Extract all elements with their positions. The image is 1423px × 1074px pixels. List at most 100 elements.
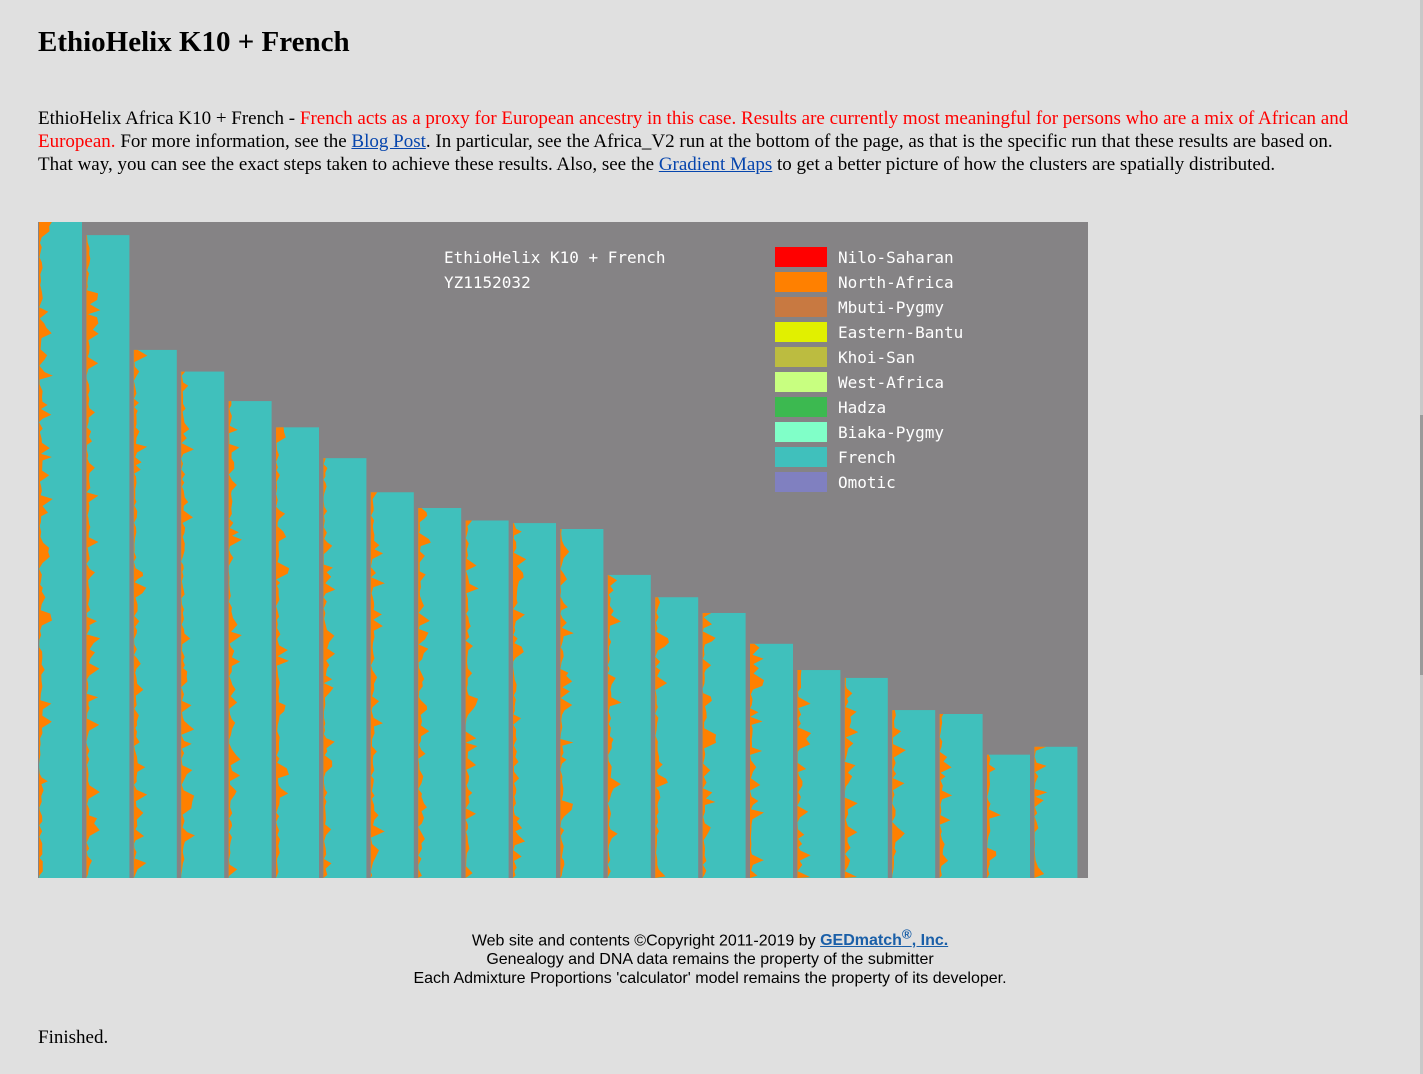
legend-swatch [775,397,827,417]
ancestry-segment [702,612,717,878]
chart-subtitle: YZ1152032 [444,273,531,292]
chromosome-column [560,529,604,878]
scrollbar-thumb[interactable] [1420,415,1423,675]
chromosome-bar [892,710,936,878]
chromosome-bar [513,523,556,878]
ancestry-segment [418,508,431,878]
legend-label: Hadza [838,398,886,417]
intro-text-3: . In particular, see the Africa_V2 run a… [38,131,1333,175]
ancestry-segment [86,235,101,878]
ancestry-segment [750,643,764,878]
chromosome-column [181,371,225,878]
chromosome-column [370,492,414,878]
ancestry-segment [560,529,574,878]
legend-swatch [775,297,827,317]
ancestry-segment [939,714,953,878]
chromosome-column [39,222,82,878]
chromosome-column [892,710,936,878]
status-finished: Finished. [38,1027,109,1048]
ancestry-segment [323,458,336,878]
intro-text-4: to get a better picture of how the clust… [772,154,1276,175]
ancestry-segment [133,349,148,878]
chromosome-column [607,574,651,878]
legend-swatch [775,372,827,392]
legend-swatch [775,322,827,342]
chromosome-column [750,643,793,878]
legend-swatch [775,247,827,267]
gedmatch-link[interactable]: GEDmatch®, Inc. [820,927,949,950]
ancestry-segment [39,222,53,878]
chromosome-column [987,754,1030,878]
copyright-text: Web site and contents ©Copyright 2011-20… [471,932,821,950]
legend-label: Biaka-Pygmy [838,423,944,442]
chromosome-bar [370,492,414,878]
legend-label: Omotic [838,473,896,492]
chart-legend: Nilo-Saharan North-Africa Mbuti-Pygmy Easte… [775,247,963,492]
ancestry-segment [370,492,385,878]
legend-label: Eastern-Bantu [838,323,963,342]
chromosome-column [228,401,272,878]
chromosome-bar [228,401,272,878]
ancestry-segment [892,710,906,878]
intro-highlight: French acts as a proxy for European ance… [38,108,1349,152]
chromosome-bar [86,235,130,878]
chromosome-column [86,235,130,878]
ancestry-segment [607,574,622,878]
gradient-maps-link[interactable]: Gradient Maps [658,154,773,175]
chromosome-column [655,597,699,878]
legend-label: West-Africa [838,373,944,392]
intro-paragraph: EthioHelix Africa K10 + French - French … [38,107,1368,176]
chart-title: EthioHelix K10 + French [444,248,666,267]
legend-swatch [775,422,827,442]
blog-post-link[interactable]: Blog Post [351,131,426,152]
chromosome-bar [418,508,462,878]
legend-label: Khoi-San [838,348,915,367]
ancestry-segment [987,754,1001,878]
chromosome-column [276,427,319,878]
legend-label: Mbuti-Pygmy [838,298,944,317]
page-title: EthioHelix K10 + French [38,26,350,58]
data-ownership-line: Genealogy and DNA data remains the prope… [486,951,934,969]
intro-text-2: For more information, see the [115,131,352,152]
gedmatch-suffix: , Inc. [911,932,949,950]
ancestry-segment [844,677,859,878]
ancestry-segment [513,523,527,878]
legend-label: French [838,448,896,467]
chromosome-bar [133,349,177,878]
ancestry-segment [181,371,195,878]
vertical-scrollbar[interactable] [1420,0,1423,1074]
chromosome-column [465,520,509,878]
ancestry-segment [276,427,290,878]
chromosome-column [133,349,177,878]
chromosome-columns [39,222,1078,878]
legend-swatch [775,447,827,467]
chromosome-column [939,714,983,878]
calculator-ownership-line: Each Admixture Proportions 'calculator' … [413,970,1007,988]
ancestry-segment [228,401,242,878]
admixture-chart: EthioHelix K10 + French YZ1152032 Nilo-S… [38,222,1088,878]
intro-lead: EthioHelix Africa K10 + French - [38,108,300,129]
legend-label: North-Africa [838,273,954,292]
chromosome-column [702,612,746,878]
chromosome-column [418,508,462,878]
registered-mark: ® [901,927,912,942]
ancestry-segment [797,670,812,878]
chromosome-column [513,523,556,878]
chromosome-column [1034,746,1078,878]
site-footer: Web site and contents ©Copyright 2011-20… [0,925,1420,988]
chromosome-bar [607,574,651,878]
chromosome-column [323,458,367,878]
chromosome-bar [1034,746,1078,878]
chromosome-column [844,677,888,878]
copyright-line: Web site and contents ©Copyright 2011-20… [0,925,1420,950]
chromosome-bar [323,458,367,878]
ancestry-segment [655,597,669,878]
gedmatch-brand: GEDmatch [820,932,902,950]
legend-label: Nilo-Saharan [838,248,954,267]
legend-swatch [775,272,827,292]
ancestry-segment [465,520,479,878]
legend-swatch [775,472,827,492]
chromosome-column [797,670,841,878]
legend-swatch [775,347,827,367]
ancestry-segment [1034,746,1048,878]
